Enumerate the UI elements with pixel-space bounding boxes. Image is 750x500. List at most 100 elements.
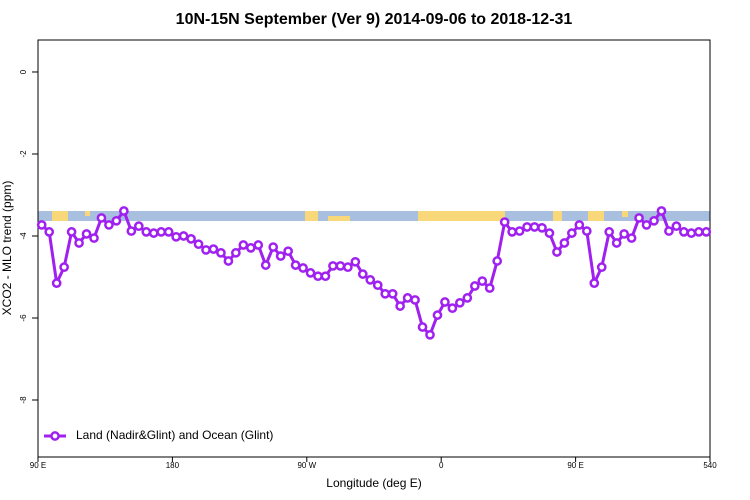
x-tick-label: 0 xyxy=(439,461,444,470)
x-tick-label: 180 xyxy=(166,461,180,470)
data-point xyxy=(216,247,226,258)
data-point xyxy=(313,271,323,282)
data-point xyxy=(574,220,585,230)
data-point xyxy=(507,227,517,237)
data-point xyxy=(268,242,279,252)
x-axis-label: Longitude (deg E) xyxy=(326,476,421,490)
y-tick-label: -8 xyxy=(19,396,28,404)
data-point xyxy=(544,228,555,238)
data-point xyxy=(51,278,62,288)
data-point xyxy=(231,247,241,258)
data-point xyxy=(298,263,308,273)
data-point xyxy=(260,260,271,270)
data-point xyxy=(395,301,405,311)
data-point xyxy=(156,227,167,237)
x-tick-label: 90 E xyxy=(567,461,583,470)
data-point xyxy=(679,227,689,237)
data-point xyxy=(193,239,204,250)
data-point xyxy=(81,229,92,239)
data-point xyxy=(641,220,652,230)
x-tick-label: 90 E xyxy=(30,461,46,470)
data-point xyxy=(664,226,674,236)
data-point xyxy=(686,228,697,238)
data-point xyxy=(462,293,473,303)
data-point xyxy=(619,229,629,239)
y-tick-label: 0 xyxy=(19,69,28,74)
data-point xyxy=(275,251,286,261)
data-point xyxy=(380,288,391,299)
data-point xyxy=(245,243,256,253)
data-point xyxy=(283,246,293,257)
data-point xyxy=(372,280,383,291)
data-point xyxy=(350,256,361,267)
data-point xyxy=(477,276,488,286)
data-point xyxy=(305,268,316,278)
data-point xyxy=(469,281,480,291)
data-point xyxy=(126,226,137,236)
data-point xyxy=(522,222,532,232)
data-point xyxy=(425,329,435,340)
data-point xyxy=(171,231,181,242)
data-point xyxy=(701,227,712,237)
data-point xyxy=(59,262,69,273)
data-point xyxy=(343,262,353,273)
data-point xyxy=(492,256,503,266)
data-point xyxy=(335,261,346,271)
data-point xyxy=(320,271,331,282)
data-point xyxy=(119,206,129,216)
data-point xyxy=(596,262,607,273)
data-point xyxy=(693,227,704,237)
data-point xyxy=(357,269,368,279)
data-point xyxy=(656,206,667,216)
data-point xyxy=(559,238,570,248)
y-tick-label: -6 xyxy=(19,314,28,322)
legend-label: Land (Nadir&Glint) and Ocean (Glint) xyxy=(76,428,273,442)
data-point xyxy=(484,283,495,293)
y-axis-label: XCO2 - MLO trend (ppm) xyxy=(0,181,14,316)
data-point xyxy=(223,256,234,266)
data-point xyxy=(141,227,152,237)
data-point xyxy=(74,238,84,248)
y-tick-label: -2 xyxy=(19,150,28,158)
legend-marker xyxy=(50,431,60,441)
data-point xyxy=(148,228,159,238)
data-point xyxy=(328,261,338,271)
data-point xyxy=(44,227,55,237)
data-point xyxy=(567,228,577,238)
land-ocean-strip xyxy=(38,211,710,221)
data-point xyxy=(365,275,376,285)
data-point xyxy=(581,226,592,236)
data-point xyxy=(290,260,301,270)
data-point xyxy=(432,310,443,320)
data-point xyxy=(402,293,413,303)
data-point xyxy=(589,278,600,288)
data-point xyxy=(163,227,174,237)
data-point xyxy=(387,288,398,299)
data-point xyxy=(417,322,428,332)
data-point xyxy=(440,297,450,307)
data-point xyxy=(529,222,540,232)
data-point xyxy=(410,295,420,305)
data-point xyxy=(238,240,249,250)
data-point xyxy=(649,215,659,226)
data-point xyxy=(201,245,211,255)
data-point xyxy=(514,226,525,236)
data-point xyxy=(178,231,189,241)
data-point xyxy=(111,215,122,226)
data-point xyxy=(634,213,644,223)
x-tick-label: 540 xyxy=(703,461,717,470)
data-point xyxy=(455,297,465,308)
data-point xyxy=(611,238,622,248)
data-point xyxy=(253,240,264,250)
y-tick-label: -4 xyxy=(19,232,28,240)
data-point xyxy=(104,220,114,230)
data-point xyxy=(447,303,458,314)
data-point xyxy=(133,221,144,232)
data-point xyxy=(208,244,219,254)
data-point xyxy=(626,233,637,243)
chart-title: 10N-15N September (Ver 9) 2014-09-06 to … xyxy=(176,11,573,28)
data-point xyxy=(552,247,562,257)
data-point xyxy=(499,217,510,227)
data-point xyxy=(66,227,77,237)
